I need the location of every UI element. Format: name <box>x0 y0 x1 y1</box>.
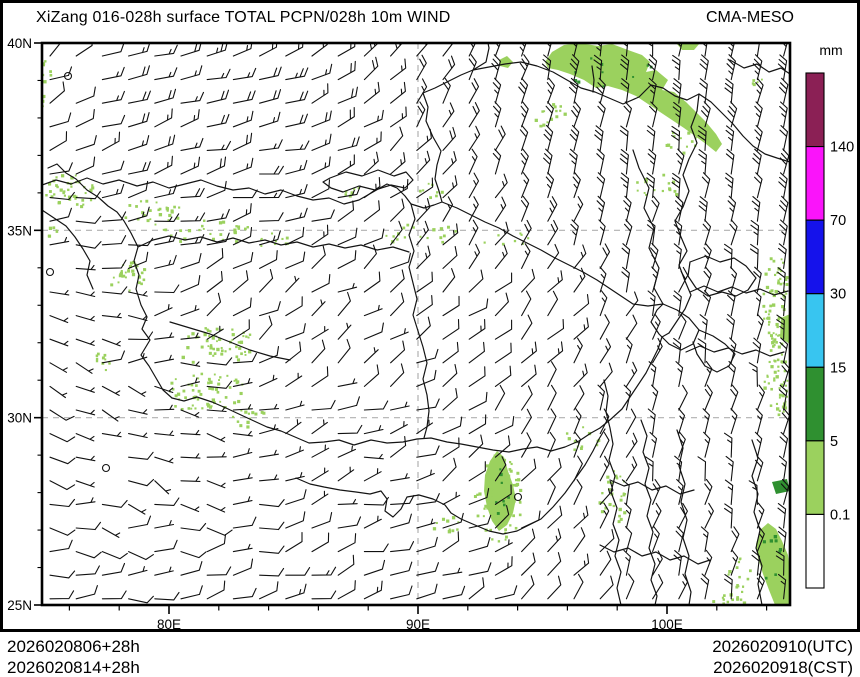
colorbar-segment <box>805 293 825 368</box>
footer-valid-utc: 2026020910(UTC) <box>712 637 853 656</box>
map-layers <box>42 43 790 605</box>
colorbar-segment <box>805 513 825 589</box>
colorbar: 140 70 30 15 5 0.1 <box>805 72 854 589</box>
colorbar-segment <box>805 146 825 221</box>
lon-tick-label: 100E <box>651 617 683 632</box>
footer-init-times: 2026020806+28h 2026020814+28h <box>7 636 140 677</box>
boundary-layer <box>42 43 790 605</box>
lat-tick-label: 30N <box>7 411 32 426</box>
colorbar-level-label: 70 <box>830 213 846 229</box>
calm-circle-layer <box>45 71 523 502</box>
colorbar-level-label: 15 <box>830 360 846 376</box>
plot-border <box>40 41 792 607</box>
lon-tick-label: 80E <box>157 617 181 632</box>
colorbar-segment <box>805 440 825 515</box>
colorbar-level-label: 5 <box>830 434 838 450</box>
axis-labels: 40N 35N 30N 25N 80E 90E 100E <box>7 36 683 632</box>
precip-layer <box>42 43 790 605</box>
wind-barbs-layer <box>49 43 790 604</box>
footer-valid-cst: 2026020918(CST) <box>713 658 853 677</box>
lat-tick-label: 25N <box>7 598 32 613</box>
page-title: XiZang 016-028h surface TOTAL PCPN/028h … <box>36 9 451 26</box>
outer-border <box>0 0 860 632</box>
axis-ticks <box>34 42 768 614</box>
lon-tick-label: 90E <box>406 617 430 632</box>
lat-tick-label: 40N <box>7 36 32 51</box>
colorbar-segment <box>805 219 825 295</box>
colorbar-level-label: 0.1 <box>830 507 850 523</box>
colorbar-level-label: 140 <box>830 140 854 156</box>
colorbar-level-label: 30 <box>830 287 846 303</box>
footer-init-line2: 2026020814+28h <box>7 658 140 677</box>
colorbar-segment <box>805 366 825 442</box>
colorbar-segment <box>805 72 825 148</box>
model-name-label: CMA-MESO <box>706 9 794 26</box>
lat-tick-label: 35N <box>7 223 32 238</box>
footer-init-line1: 2026020806+28h <box>7 637 140 656</box>
footer-valid-times: 2026020910(UTC) 2026020918(CST) <box>712 636 853 677</box>
colorbar-unit-label: mm <box>819 42 843 58</box>
